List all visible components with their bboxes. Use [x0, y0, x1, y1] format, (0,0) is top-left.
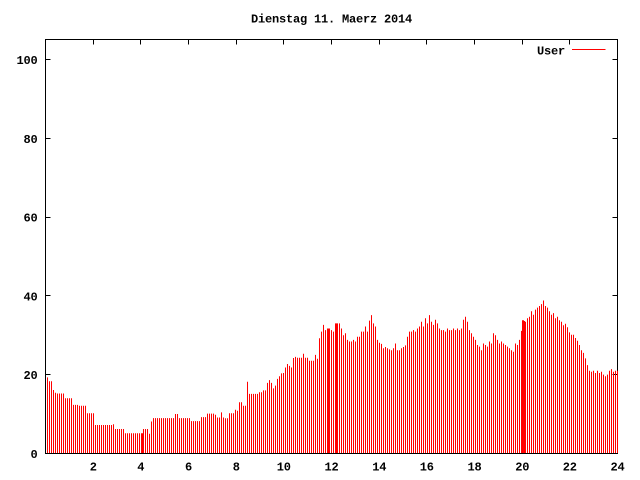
svg-text:10: 10 — [277, 461, 291, 475]
svg-text:Dienstag 11. Maerz 2014: Dienstag 11. Maerz 2014 — [251, 12, 412, 26]
svg-text:20: 20 — [515, 461, 529, 475]
svg-text:24: 24 — [610, 461, 624, 475]
svg-text:0: 0 — [30, 448, 37, 462]
svg-text:20: 20 — [23, 369, 37, 383]
svg-text:22: 22 — [563, 461, 577, 475]
svg-text:16: 16 — [420, 461, 434, 475]
svg-text:2: 2 — [90, 461, 97, 475]
svg-text:6: 6 — [185, 461, 192, 475]
svg-text:User: User — [537, 44, 565, 58]
svg-text:80: 80 — [23, 133, 37, 147]
svg-text:40: 40 — [23, 290, 37, 304]
svg-text:8: 8 — [233, 461, 240, 475]
svg-text:12: 12 — [324, 461, 338, 475]
svg-text:100: 100 — [16, 54, 37, 68]
svg-text:14: 14 — [372, 461, 386, 475]
svg-text:4: 4 — [137, 461, 144, 475]
svg-text:18: 18 — [467, 461, 481, 475]
svg-text:60: 60 — [23, 212, 37, 226]
